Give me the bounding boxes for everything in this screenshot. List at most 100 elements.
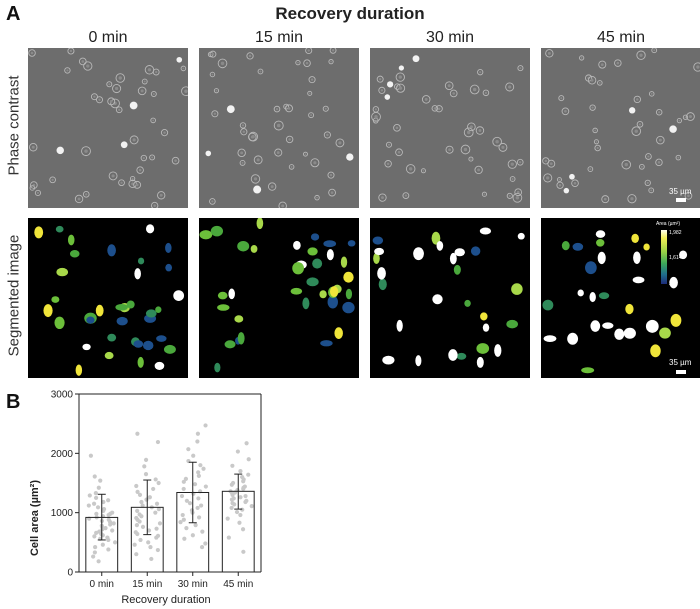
- phase-cell-center: [658, 138, 662, 142]
- phase-cell: [141, 78, 148, 85]
- segmented-cell: [55, 225, 64, 233]
- phase-cell-center: [256, 158, 260, 162]
- phase-cell: [481, 191, 488, 197]
- phase-cell: [633, 95, 641, 104]
- segmented-cell: [396, 319, 403, 332]
- phase-cell-center: [634, 129, 638, 133]
- phase-cell: [631, 126, 642, 136]
- data-point: [200, 529, 205, 534]
- segmented-cell: [163, 344, 176, 354]
- phase-cell: [152, 68, 160, 76]
- phase-bright-cell: [56, 146, 64, 155]
- data-point: [106, 547, 111, 552]
- phase-cell-center: [677, 156, 680, 159]
- data-point: [154, 535, 159, 540]
- scale-bar-phase: [676, 198, 686, 202]
- data-point: [237, 520, 242, 525]
- data-point: [193, 523, 198, 528]
- data-point: [195, 439, 200, 444]
- phase-cell-center: [118, 76, 122, 80]
- phase-cell-center: [595, 140, 598, 143]
- phase-cell-center: [519, 161, 522, 164]
- phase-cell: [335, 138, 345, 148]
- data-point: [96, 485, 101, 490]
- data-point: [238, 495, 243, 500]
- data-point: [243, 493, 248, 499]
- phase-cell: [395, 148, 403, 157]
- segmented-cell: [494, 344, 502, 357]
- segmented-cell: [43, 304, 53, 318]
- phase-cell-center: [330, 60, 332, 63]
- phase-cell: [137, 86, 147, 96]
- phase-bright-cell: [384, 94, 391, 100]
- phase-cell: [78, 57, 87, 66]
- phase-cell: [449, 89, 458, 98]
- segmented-image-0min: [28, 218, 188, 378]
- phase-cell-center: [240, 151, 244, 155]
- segmented-cell: [343, 271, 354, 283]
- phase-cell-center: [447, 84, 451, 88]
- phase-cell-center: [308, 92, 311, 95]
- phase-cell-center: [600, 63, 604, 67]
- data-point: [93, 490, 98, 496]
- segmented-cell: [456, 352, 467, 360]
- phase-cell: [303, 59, 311, 67]
- phase-cell: [651, 48, 658, 54]
- phase-cell: [444, 81, 454, 90]
- phase-cell: [593, 139, 599, 145]
- phase-cell-center: [36, 191, 39, 195]
- phase-cell: [83, 61, 93, 71]
- data-point: [95, 505, 101, 510]
- phase-cell-center: [636, 98, 639, 101]
- phase-cell: [329, 48, 337, 54]
- phase-cell: [283, 103, 290, 110]
- phase-cell: [435, 105, 443, 113]
- phase-cell: [512, 192, 523, 203]
- x-axis-label: Recovery duration: [121, 594, 210, 606]
- segmented-cell: [542, 299, 554, 311]
- phase-cell: [180, 65, 187, 72]
- phase-cell: [644, 179, 651, 187]
- segmented-cell: [543, 335, 557, 342]
- phase-cell-center: [86, 64, 90, 68]
- phase-cell-center: [159, 193, 163, 197]
- data-point: [203, 423, 208, 428]
- phase-cell: [507, 159, 517, 169]
- phase-cell: [267, 182, 277, 191]
- phase-cell-center: [330, 191, 334, 194]
- data-point: [137, 519, 142, 524]
- phase-cell-center: [639, 53, 643, 57]
- data-point: [134, 483, 139, 489]
- segmented-cell: [595, 230, 606, 238]
- data-point: [230, 463, 235, 468]
- data-point: [156, 507, 161, 512]
- x-tick-label: 15 min: [132, 579, 162, 590]
- phase-cell-center: [163, 131, 166, 134]
- segmented-cell: [104, 351, 114, 360]
- phase-cell-center: [135, 183, 139, 187]
- column-label-0min: 0 min: [88, 29, 128, 46]
- phase-cell: [295, 59, 301, 66]
- scale-bar-segmented: [676, 370, 686, 374]
- phase-cell: [545, 49, 554, 58]
- phase-contrast-image-15min: [199, 48, 359, 208]
- data-point: [243, 499, 248, 505]
- segmented-cell: [126, 300, 135, 309]
- phase-cell-center: [408, 167, 413, 171]
- segmented-cell: [645, 319, 659, 333]
- segmented-cell: [572, 242, 584, 251]
- phase-cell-center: [242, 130, 246, 134]
- phase-cell: [463, 127, 474, 138]
- phase-cell: [308, 76, 316, 84]
- data-point: [106, 537, 111, 543]
- phase-cell-center: [215, 89, 218, 92]
- phase-cell-center: [338, 141, 342, 145]
- phase-cell-center: [511, 178, 514, 180]
- phase-cell: [431, 105, 439, 112]
- segmented-cell: [306, 277, 319, 287]
- phase-cell-center: [501, 145, 505, 149]
- segmented-cell: [480, 312, 488, 321]
- segmented-cell: [250, 244, 258, 253]
- data-point: [108, 522, 113, 527]
- data-point: [135, 508, 140, 513]
